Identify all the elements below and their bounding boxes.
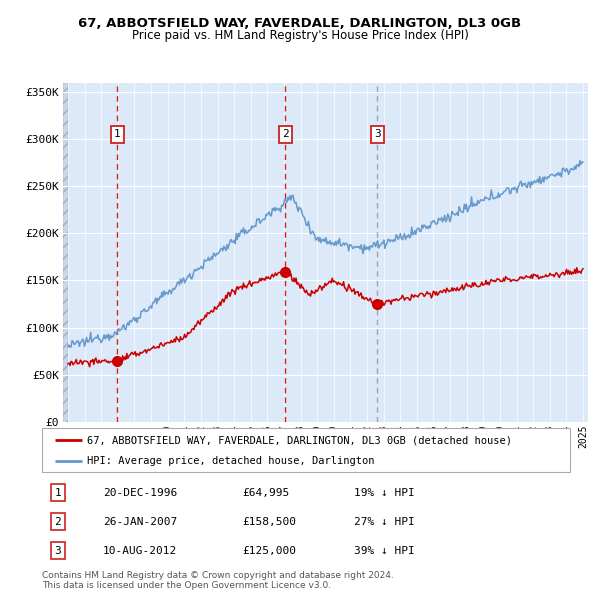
Text: £125,000: £125,000 (242, 546, 296, 556)
Text: 67, ABBOTSFIELD WAY, FAVERDALE, DARLINGTON, DL3 0GB (detached house): 67, ABBOTSFIELD WAY, FAVERDALE, DARLINGT… (87, 435, 512, 445)
Text: 19% ↓ HPI: 19% ↓ HPI (353, 487, 414, 497)
Text: 20-DEC-1996: 20-DEC-1996 (103, 487, 177, 497)
Text: 10-AUG-2012: 10-AUG-2012 (103, 546, 177, 556)
Text: 3: 3 (55, 546, 61, 556)
Bar (63, 83, 68, 422)
Text: This data is licensed under the Open Government Licence v3.0.: This data is licensed under the Open Gov… (42, 581, 331, 589)
Text: £158,500: £158,500 (242, 517, 296, 527)
Text: £64,995: £64,995 (242, 487, 290, 497)
Text: 27% ↓ HPI: 27% ↓ HPI (353, 517, 414, 527)
Text: Price paid vs. HM Land Registry's House Price Index (HPI): Price paid vs. HM Land Registry's House … (131, 30, 469, 42)
Text: 2: 2 (55, 517, 61, 527)
Text: HPI: Average price, detached house, Darlington: HPI: Average price, detached house, Darl… (87, 456, 374, 466)
Text: 2: 2 (282, 129, 289, 139)
Text: 67, ABBOTSFIELD WAY, FAVERDALE, DARLINGTON, DL3 0GB: 67, ABBOTSFIELD WAY, FAVERDALE, DARLINGT… (79, 17, 521, 30)
Bar (63, 83, 68, 422)
Text: 39% ↓ HPI: 39% ↓ HPI (353, 546, 414, 556)
Text: 3: 3 (374, 129, 380, 139)
Text: 1: 1 (55, 487, 61, 497)
Text: 1: 1 (114, 129, 121, 139)
FancyBboxPatch shape (42, 428, 570, 472)
Text: Contains HM Land Registry data © Crown copyright and database right 2024.: Contains HM Land Registry data © Crown c… (42, 571, 394, 580)
Text: 26-JAN-2007: 26-JAN-2007 (103, 517, 177, 527)
